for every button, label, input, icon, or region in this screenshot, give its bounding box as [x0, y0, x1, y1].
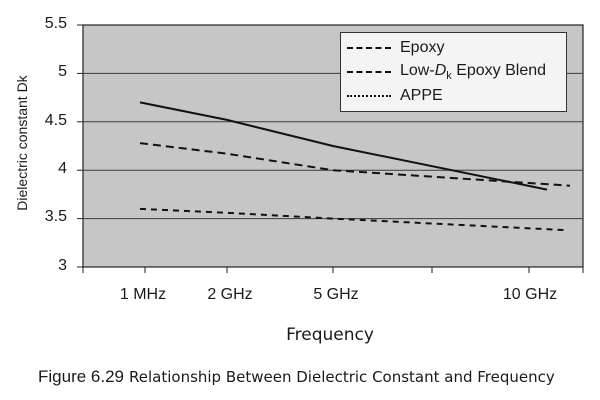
y-tick-label: 4: [58, 160, 67, 177]
series-lines: [139, 101, 571, 232]
y-axis-label: Dielectric constant Dk: [14, 75, 30, 211]
figure-number: Figure 6.29: [38, 367, 124, 386]
series-line-appe: [139, 207, 568, 232]
y-tick-label: 5.5: [44, 15, 67, 32]
legend-label: APPE: [400, 87, 443, 104]
legend: Epoxy Low-Dk Epoxy Blend APPE: [340, 32, 567, 112]
legend-label: Low-Dk Epoxy Blend: [400, 61, 547, 83]
y-tick-label: 3.5: [44, 208, 67, 225]
x-axis-label: Frequency: [286, 325, 374, 345]
legend-label: Epoxy: [400, 39, 445, 56]
y-tick-label: 3: [58, 257, 67, 274]
y-tick-label: 4.5: [44, 112, 67, 129]
legend-item-epoxy: Epoxy: [347, 37, 444, 59]
figure-caption: Figure 6.29 Relationship Between Dielectr…: [38, 367, 555, 387]
x-tick-label: 10 GHz: [502, 286, 558, 303]
legend-item-appe: APPE: [347, 85, 443, 107]
x-tick-marks: [82, 267, 584, 273]
gridlines: [83, 72, 583, 220]
figure-caption-text: Relationship Between Dielectric Constant…: [129, 368, 555, 386]
legend-swatch-dashed: [347, 71, 391, 73]
series-line-low-dk-epoxy-blend: [139, 142, 571, 187]
y-tick-marks: [77, 24, 83, 268]
series-line-epoxy: [139, 101, 548, 191]
legend-swatch-solid: [347, 47, 391, 49]
x-tick-label: 5 GHz: [313, 286, 359, 303]
x-tick-label: 1 MHz: [119, 286, 167, 303]
x-tick-label: 2 GHz: [207, 286, 253, 303]
legend-swatch-dotted: [347, 95, 391, 97]
y-tick-label: 5: [58, 63, 67, 80]
legend-item-low-dk: Low-Dk Epoxy Blend: [347, 61, 546, 83]
